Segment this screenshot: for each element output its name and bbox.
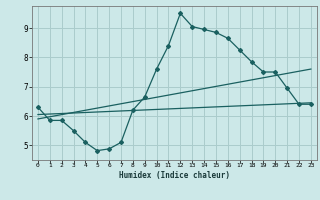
X-axis label: Humidex (Indice chaleur): Humidex (Indice chaleur) [119,171,230,180]
